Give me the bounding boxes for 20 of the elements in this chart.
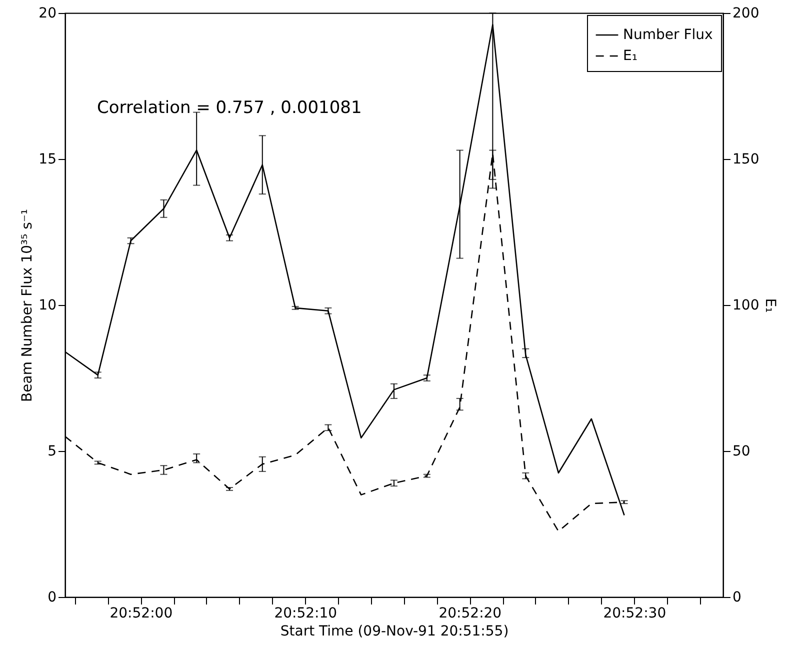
x-axis-title: Start Time (09-Nov-91 20:51:55) <box>280 624 509 640</box>
annotation: Correlation = 0.757 , 0.001081 <box>97 98 362 118</box>
y-tick-label: 15 <box>38 152 56 168</box>
y2-tick-label: 200 <box>732 6 760 22</box>
x-tick-label: 20:52:20 <box>438 606 502 622</box>
x-tick-label: 20:52:00 <box>110 606 173 622</box>
y2-axis-title: E₁ <box>762 298 778 313</box>
legend-label: E₁ <box>623 48 638 64</box>
y2-tick-label: 0 <box>732 590 742 606</box>
x-tick-label: 20:52:10 <box>274 606 338 622</box>
x-tick-label: 20:52:30 <box>603 606 666 622</box>
y-tick-label: 0 <box>48 590 56 606</box>
y2-tick-label: 50 <box>732 444 750 460</box>
y-tick-label: 20 <box>38 6 56 22</box>
y2-tick-label: 100 <box>732 298 760 314</box>
y-tick-label: 10 <box>38 298 56 314</box>
legend-label: Number Flux <box>623 27 713 43</box>
y-tick-label: 5 <box>48 444 56 460</box>
y2-tick-label: 150 <box>732 152 760 168</box>
y-axis-title: Beam Number Flux 10³⁵ s⁻¹ <box>20 209 36 402</box>
